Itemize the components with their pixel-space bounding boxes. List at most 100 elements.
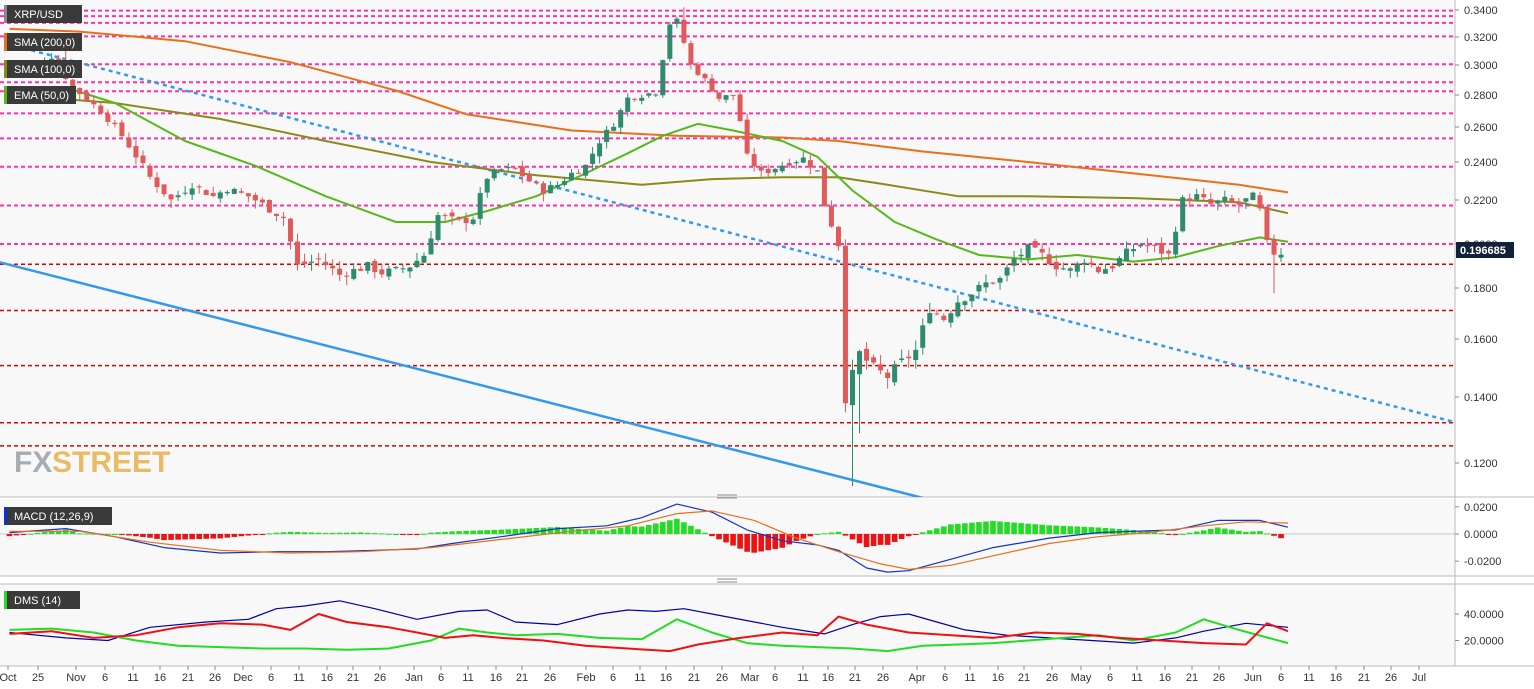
macd-histogram-bar [547,527,554,534]
legend-pair[interactable]: XRP/USD [4,5,82,23]
macd-histogram-bar [645,524,652,534]
macd-histogram-bar [189,534,195,540]
candle-body [119,122,125,137]
macd-histogram-bar [1095,527,1102,534]
legend-macd[interactable]: MACD (12,26,9) [4,507,112,525]
candle-body [857,351,863,375]
date-tick-label: 21 [347,672,359,684]
candle-body [737,94,743,122]
macd-histogram-bar [1207,528,1214,534]
candle-body [1138,244,1144,247]
candle-body [569,172,574,181]
date-tick-label: 16 [822,672,834,684]
date-tick-label: 6 [942,672,948,684]
candle-body [772,168,778,173]
candle-body [1278,254,1284,258]
legend-sma100[interactable]: SMA (100,0) [4,60,82,78]
macd-histogram-bar [245,534,252,536]
candle-body [653,94,659,96]
macd-histogram-bar [477,530,483,534]
candle-body [442,215,448,217]
date-axis-ticks: Oct 25 Nov 6 11 16 21 26 Dec 6 11 16 21 26 Jan 6 11 16 21 2… [0,666,1426,684]
pane-resize-handle-1[interactable] [717,494,737,499]
candle-body [1243,198,1249,202]
legend-sma100-label: SMA (100,0) [14,64,75,76]
macd-histogram-bar [519,528,526,534]
macd-histogram-bar [1278,534,1284,539]
macd-histogram-bar [1032,524,1038,534]
candle-body [351,269,357,279]
candle-body [561,181,567,185]
candle-body [1131,249,1136,252]
macd-histogram-bar [27,533,34,535]
date-tick-label: Mar [741,672,760,684]
macd-histogram-bar [554,527,561,534]
dms-series [9,600,1289,653]
candle-body [1236,201,1242,205]
macd-histogram-bar [1236,530,1242,534]
macd-histogram-bar [161,534,167,541]
macd-histogram-bar [259,534,266,535]
candle-body [147,165,153,177]
candle-body [414,260,420,268]
candle-body [1229,198,1235,202]
macd-histogram-bar [870,534,877,546]
price-tick-label: 0.2800 [1464,90,1498,102]
candle-body [238,191,244,193]
macd-histogram-bar [863,534,870,548]
macd-histogram-bar [1172,534,1179,536]
candle-body [835,226,841,247]
macd-histogram-bar [400,534,406,535]
price-tick-label: 0.3200 [1464,32,1498,44]
candle-body [906,356,912,359]
pane-resize-handle-2[interactable] [717,578,737,583]
macd-histogram-bar [891,534,898,542]
macd-histogram-bar [133,534,139,537]
candle-body [842,245,848,404]
macd-histogram-bar [786,534,793,545]
candle-body [1088,262,1094,265]
macd-histogram-bar [1257,531,1263,534]
candle-body [709,78,715,92]
candle-body [1194,194,1200,200]
dms-plus-line [9,618,1289,653]
date-tick-label: Apr [908,672,925,684]
macd-histogram-bar [835,531,842,534]
candle-body [1060,268,1066,270]
candle-body [519,166,525,177]
legend-dms[interactable]: DMS (14) [4,591,80,609]
macd-histogram-bar [386,533,392,535]
candle-body [1222,196,1228,202]
macd-histogram-bar [631,526,638,534]
sma200-line [9,27,1289,194]
logo-street-text: STREET [52,446,170,479]
date-tick-label: 16 [992,672,1004,684]
date-tick-label: 11 [1131,672,1142,684]
price-tick-label: 0.1800 [1464,283,1498,295]
macd-histogram-bar [1229,529,1235,534]
candle-body [428,238,434,255]
legend-ema50[interactable]: EMA (50,0) [4,86,76,104]
macd-histogram-bar [1179,533,1186,535]
candle-body [751,154,757,167]
legend-sma200[interactable]: SMA (200,0) [4,33,82,51]
macd-histogram-bar [1271,534,1277,536]
macd-histogram-bar [912,534,919,535]
candle-body [920,325,926,348]
macd-histogram-bar [6,534,13,537]
candle-body [323,261,329,266]
candle-body [372,260,378,273]
candle-body [807,160,813,168]
current-price-badge: 0.196685 [1456,242,1514,258]
date-tick-label: 6 [102,672,108,684]
price-axis-bg [1455,0,1534,689]
candle-body [779,165,785,172]
macd-histogram-bar [407,534,413,535]
candle-body [997,277,1003,283]
macd-histogram-bar [1137,530,1144,534]
candle-body [590,153,596,164]
candle-body [1025,244,1031,259]
candle-body [1180,197,1186,232]
candle-body [646,93,652,96]
candle-body [892,364,898,383]
